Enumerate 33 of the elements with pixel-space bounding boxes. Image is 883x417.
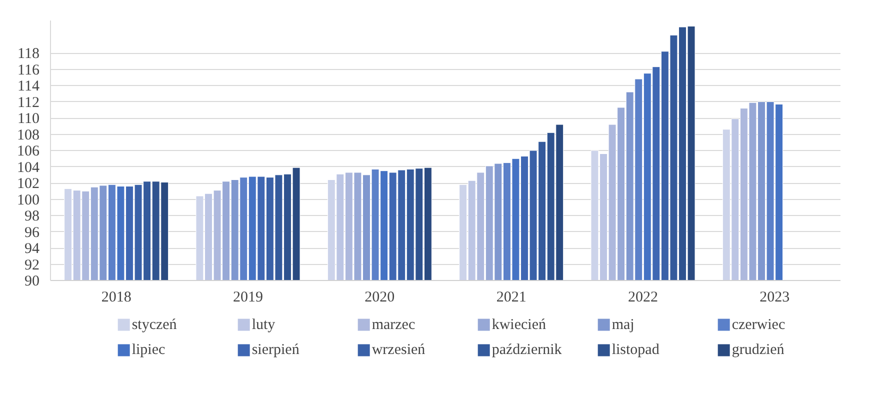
y-tick-label: 108	[17, 127, 40, 144]
x-tick-label: 2018	[101, 290, 132, 306]
legend-label: listopad	[612, 342, 660, 358]
legend-label: luty	[252, 316, 276, 333]
legend-label: kwiecień	[492, 316, 546, 333]
y-tick-label: 110	[18, 111, 40, 127]
y-tick-label: 116	[18, 62, 40, 78]
legend-label: styczeń	[132, 316, 178, 333]
legend-label: grudzień	[732, 342, 785, 358]
x-tick-label: 2022	[628, 290, 658, 306]
y-tick-label: 92	[24, 257, 40, 274]
legend-label: czerwiec	[732, 316, 786, 333]
y-tick-label: 102	[17, 176, 40, 192]
legend-label: sierpień	[252, 342, 300, 358]
y-tick-label: 100	[17, 192, 40, 208]
x-tick-label: 2019	[233, 290, 263, 306]
x-tick-label: 2020	[364, 290, 395, 306]
y-tick-label: 94	[24, 241, 40, 257]
y-tick-label: 118	[18, 46, 40, 62]
y-tick-label: 98	[24, 208, 40, 224]
legend-label: wrzesień	[372, 342, 426, 358]
y-tick-label: 90	[24, 274, 40, 290]
legend-label: październik	[492, 342, 562, 358]
y-tick-label: 112	[18, 94, 40, 111]
legend-label: maj	[612, 316, 634, 333]
y-tick-label: 96	[24, 224, 40, 241]
y-tick-label: 104	[17, 160, 40, 176]
y-tick-label: 106	[17, 144, 40, 160]
x-tick-label: 2021	[496, 290, 526, 306]
legend-label: lipiec	[132, 342, 166, 358]
x-tick-label: 2023	[760, 290, 790, 306]
legend-label: marzec	[372, 316, 416, 333]
y-tick-label: 114	[18, 78, 40, 94]
